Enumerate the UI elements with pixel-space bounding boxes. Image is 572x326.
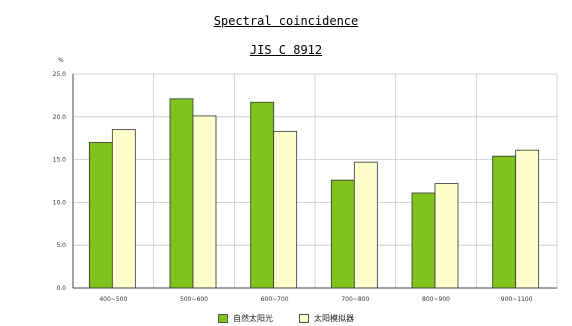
legend-label-solar-simulator: 太阳模拟器 (314, 313, 354, 324)
bar-natural-sunlight (331, 180, 354, 288)
bar-natural-sunlight (89, 142, 112, 288)
x-tick-label: 400~500 (99, 296, 127, 303)
bar-natural-sunlight (412, 193, 435, 288)
bar-solar-simulator (354, 162, 377, 288)
bar-natural-sunlight (251, 102, 274, 288)
bar-natural-sunlight (170, 99, 193, 288)
y-tick-label: 10.0 (53, 199, 67, 206)
legend-swatch-solar-simulator (299, 314, 309, 323)
bar-solar-simulator (516, 150, 539, 288)
bar-solar-simulator (112, 130, 135, 288)
legend-swatch-natural-sunlight (218, 314, 228, 323)
x-tick-label: 800~900 (422, 296, 450, 303)
x-tick-label: 700~800 (341, 296, 369, 303)
x-tick-label: 600~700 (261, 296, 289, 303)
bar-solar-simulator (193, 116, 216, 288)
chart-legend: 自然太阳光 太阳模拟器 (0, 313, 572, 324)
bar-solar-simulator (435, 184, 458, 288)
legend-item-natural-sunlight: 自然太阳光 (218, 313, 273, 324)
x-tick-label: 900~1100 (501, 296, 533, 303)
y-tick-label: 5.0 (56, 242, 66, 249)
y-tick-label: 20.0 (53, 114, 67, 121)
bar-solar-simulator (274, 131, 297, 288)
y-tick-label: 15.0 (53, 157, 67, 164)
y-tick-label: 25.0 (53, 71, 67, 78)
bar-natural-sunlight (493, 156, 516, 288)
x-tick-label: 500~600 (180, 296, 208, 303)
legend-label-natural-sunlight: 自然太阳光 (233, 313, 273, 324)
y-axis-unit: % (58, 57, 64, 64)
legend-item-solar-simulator: 太阳模拟器 (299, 313, 354, 324)
y-tick-label: 0.0 (56, 285, 66, 292)
